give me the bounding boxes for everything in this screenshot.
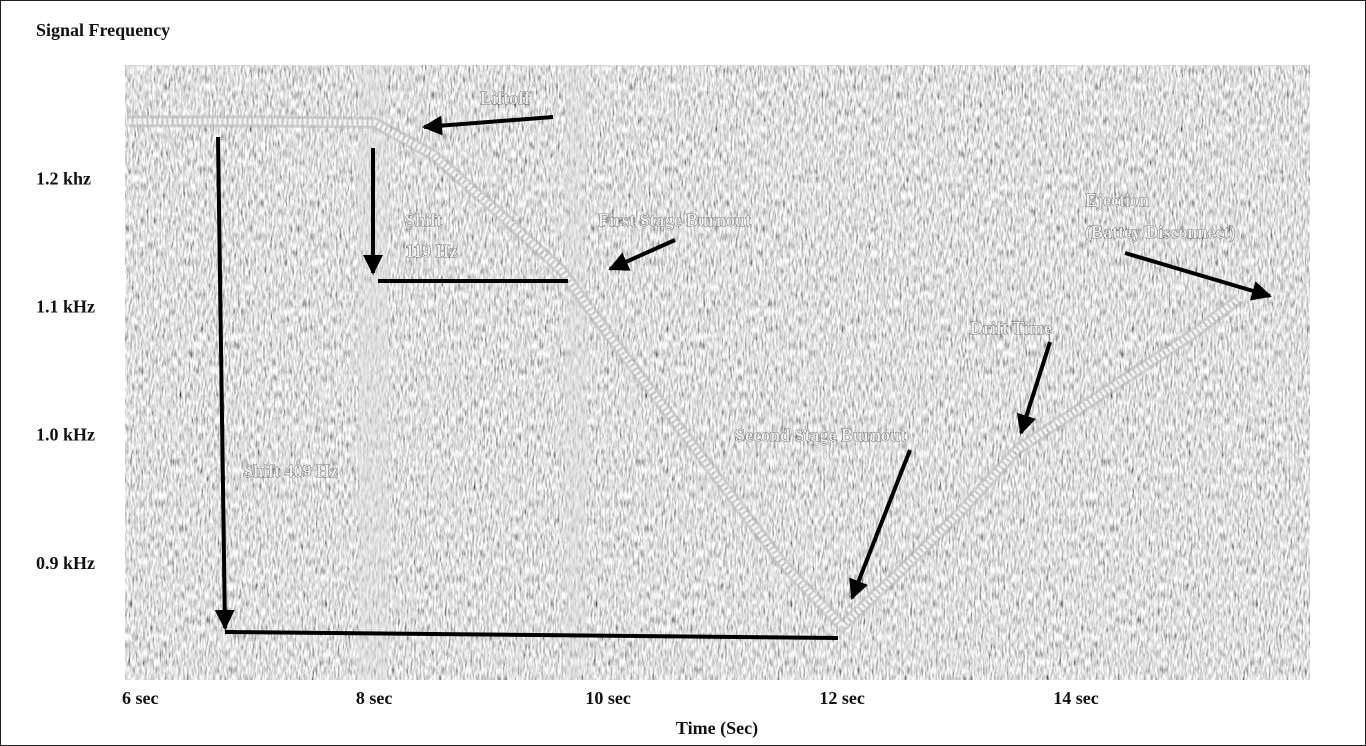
x-tick-label: 12 sec (819, 688, 864, 708)
x-tick-label: 14 sec (1053, 688, 1098, 708)
y-tick-label: 1.0 kHz (36, 425, 95, 445)
x-tick-label: 8 sec (356, 688, 392, 708)
annotation: Shift 409 Hz (243, 461, 338, 481)
annotation: First Stage Burnout (598, 210, 751, 230)
annotation: 119 Hz (405, 241, 458, 261)
x-tick-label: 10 sec (585, 688, 630, 708)
chart-title: Signal Frequency (36, 20, 170, 40)
x-tick-label: 6 sec (122, 688, 158, 708)
page: {"chart_data": { "type": "line", "title"… (0, 0, 1366, 746)
y-tick-label: 1.2 khz (36, 168, 91, 188)
annotation: Second Stage Burnout (735, 425, 906, 445)
chart: Signal Frequency Time (Sec) 1.2 khz 1.1 k… (0, 0, 1366, 746)
y-tick-label: 1.1 kHz (36, 297, 95, 317)
annotation: (Battey Disconnect) (1085, 222, 1235, 243)
annotation: Drift Time (970, 318, 1052, 338)
x-axis-label: Time (Sec) (676, 718, 758, 739)
annotation: Liftoff (480, 88, 531, 108)
annotation: Ejection (1085, 190, 1149, 210)
annotation: Shift (405, 210, 442, 230)
y-tick-label: 0.9 kHz (36, 553, 95, 573)
band (565, 65, 587, 680)
